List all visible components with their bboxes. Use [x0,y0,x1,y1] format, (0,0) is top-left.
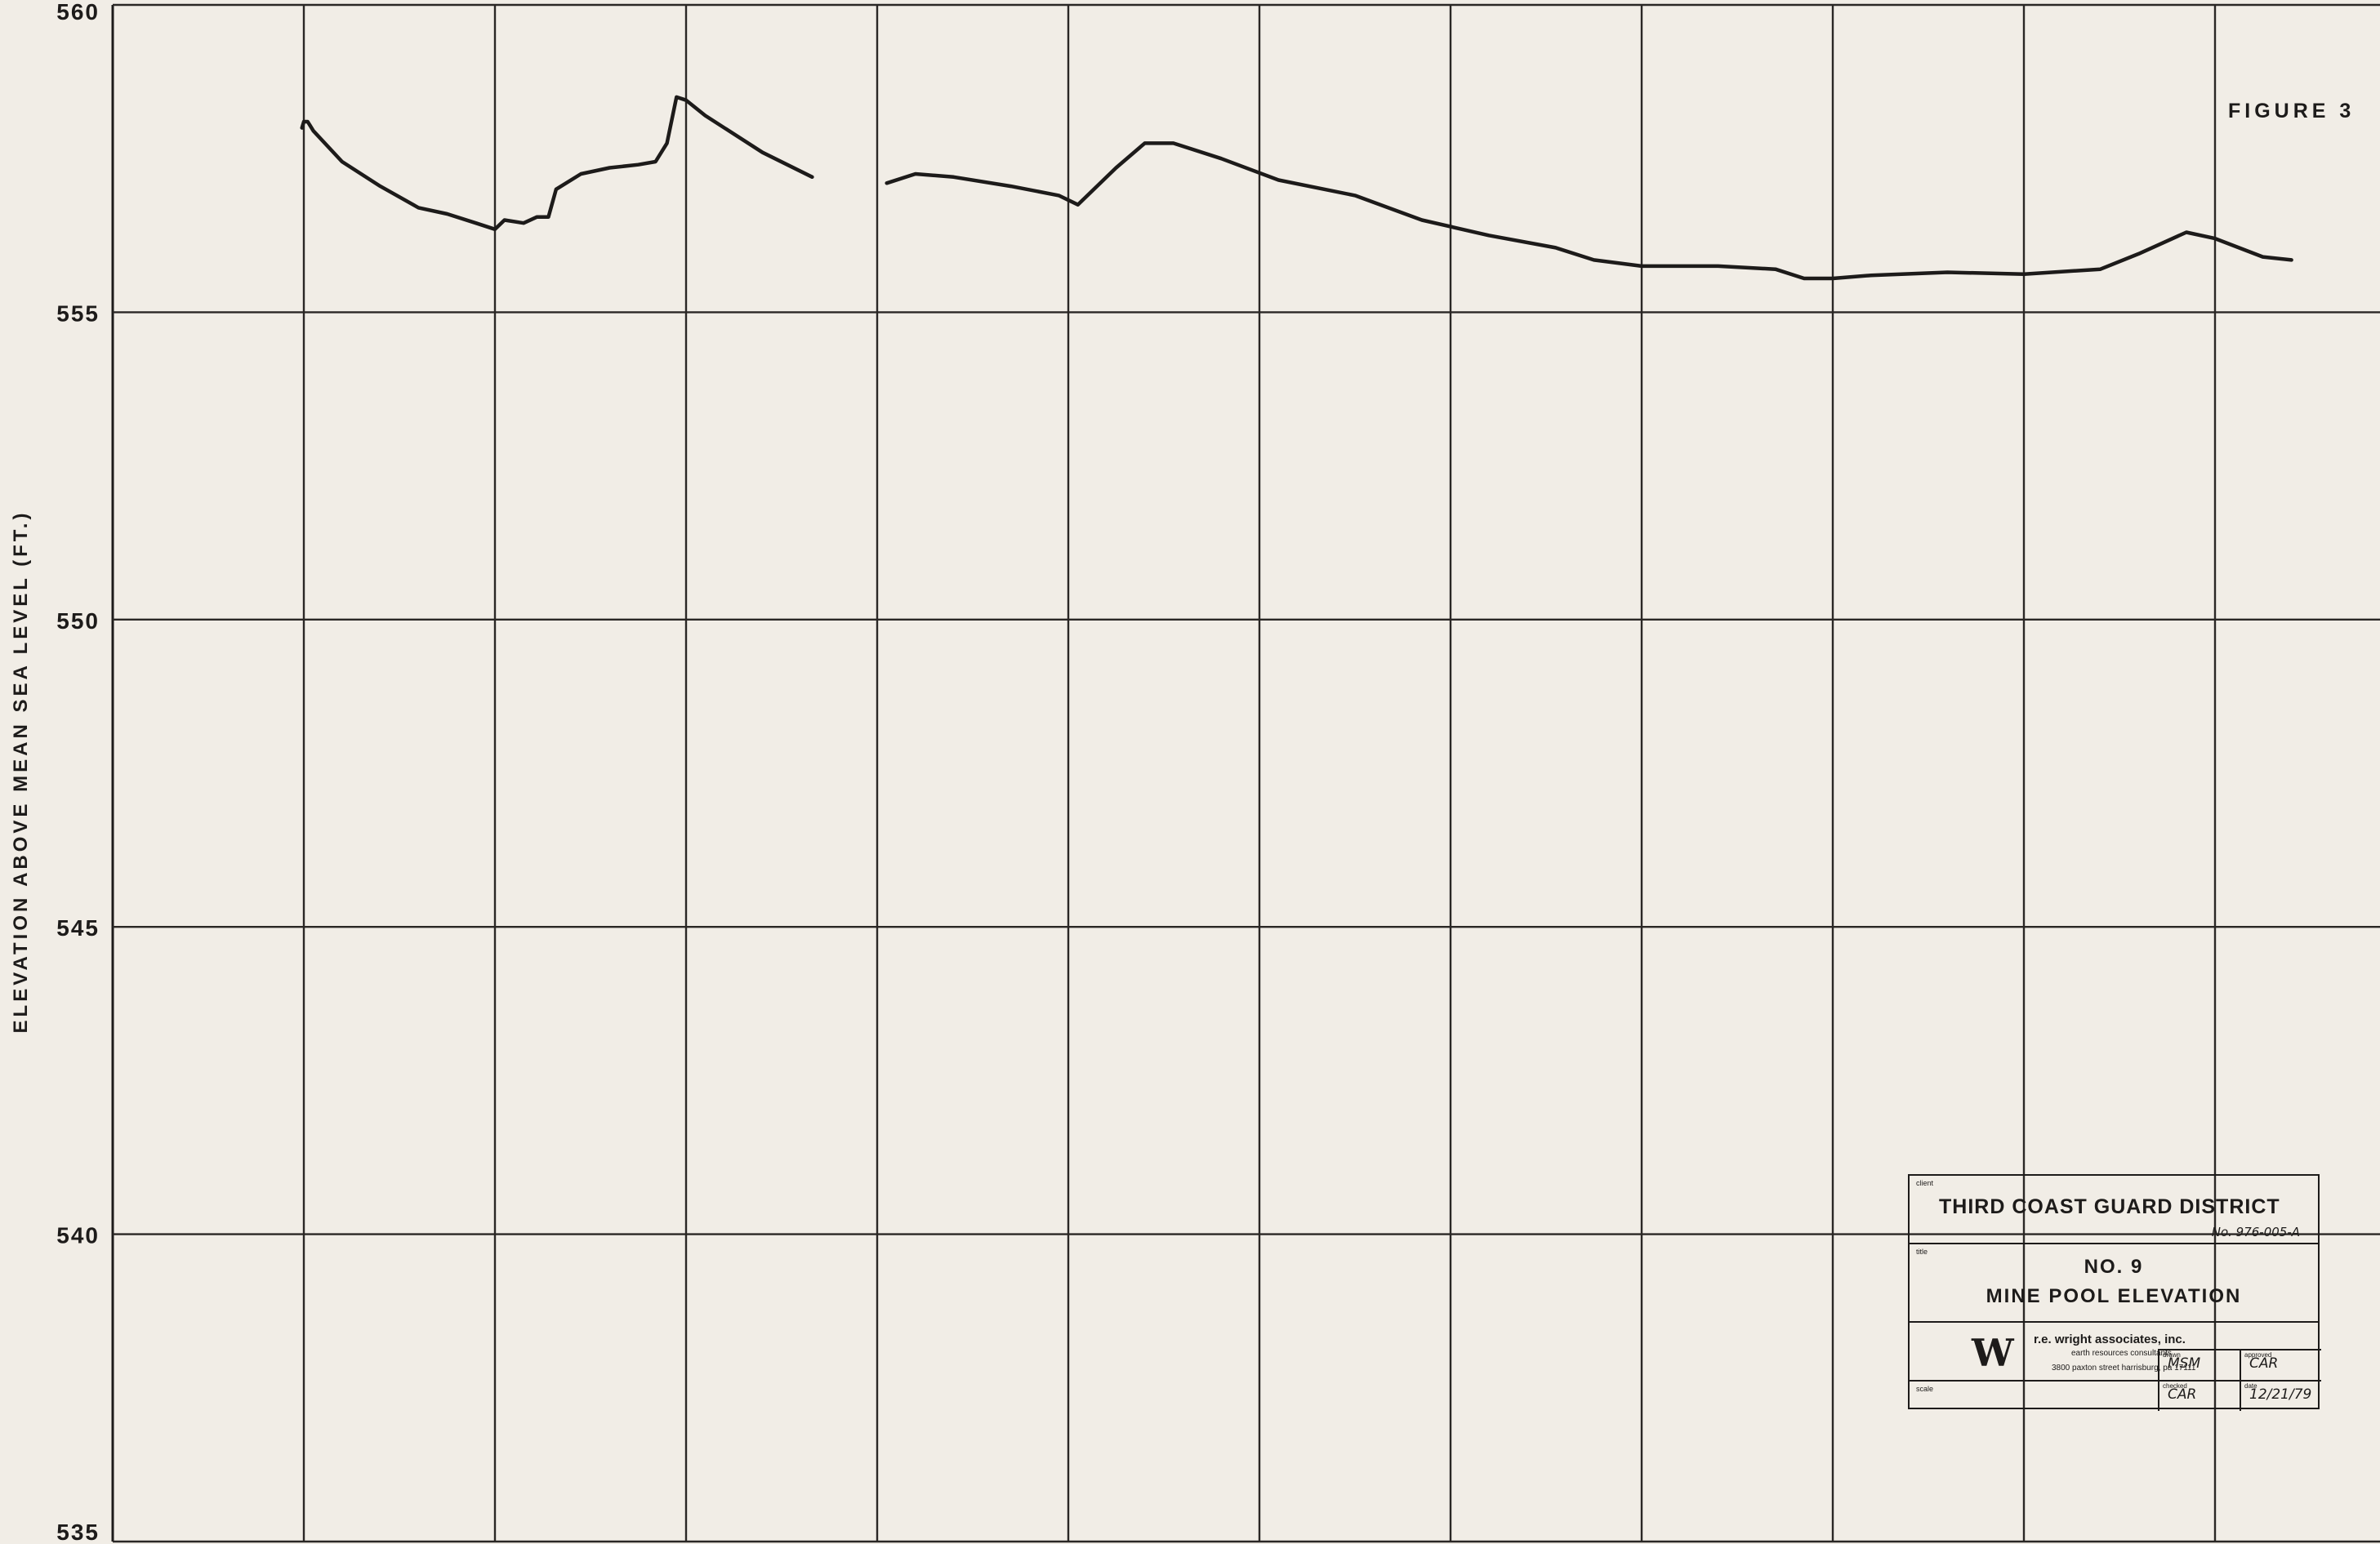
figure-label: FIGURE 3 [2228,100,2355,122]
series-lines [300,95,2293,281]
y-tick-label: 545 [56,915,100,941]
drawing-title-line2: MINE POOL ELEVATION [1986,1285,2242,1307]
firm-address: 3800 paxton street harrisburg, pa 17111 [2052,1364,2196,1373]
series-line-2 [885,141,2293,281]
checked-cell: checked CAR [2158,1380,2240,1411]
date-cell: date 12/21/79 [2240,1380,2321,1411]
client-label: client [1916,1179,1934,1187]
checked-label: checked [2163,1382,2187,1390]
drawn-value: MSM [2168,1355,2201,1372]
title-block-client-row: client THIRD COAST GUARD DISTRICT No. 97… [1910,1176,2318,1244]
series-line-1 [300,95,814,232]
job-number: No. 976-005-A [2211,1225,2300,1239]
y-axis-ticks: 560 555 550 545 540 535 [56,0,100,1544]
title-block: client THIRD COAST GUARD DISTRICT No. 97… [1908,1174,2321,1411]
grid [111,3,2380,1543]
drawn-label: drawn [2163,1351,2181,1359]
approval-grid: drawn MSM approved CAR checked CAR date … [2158,1349,2321,1411]
firm-subtitle: earth resources consultants [2071,1349,2172,1358]
approved-label: approved [2244,1351,2272,1359]
title-block-bottom-row: scale [1910,1382,2318,1411]
drawn-cell: drawn MSM [2158,1349,2240,1380]
firm-name: r.e. wright associates, inc. [2034,1333,2186,1346]
y-tick-label: 535 [56,1520,100,1544]
y-axis-title: ELEVATION ABOVE MEAN SEA LEVEL (FT.) [10,509,32,1034]
date-value: 12/21/79 [2249,1386,2312,1403]
firm-logo: W [1972,1331,2014,1375]
drawing-title-line1: NO. 9 [2084,1256,2144,1278]
scale-label: scale [1916,1385,1934,1393]
title-label: title [1916,1248,1928,1256]
title-block-title-row: title NO. 9 MINE POOL ELEVATION [1910,1244,2318,1323]
approved-cell: approved CAR [2240,1349,2321,1380]
checked-value: CAR [2168,1386,2197,1403]
date-label: date [2244,1382,2257,1390]
y-tick-label: 550 [56,608,100,634]
y-tick-label: 540 [56,1223,100,1248]
client-name: THIRD COAST GUARD DISTRICT [1939,1195,2280,1218]
y-tick-label: 555 [56,300,100,326]
title-block-firm-row: W r.e. wright associates, inc. earth res… [1910,1323,2318,1382]
y-tick-label: 560 [56,0,100,24]
approved-value: CAR [2249,1355,2279,1372]
